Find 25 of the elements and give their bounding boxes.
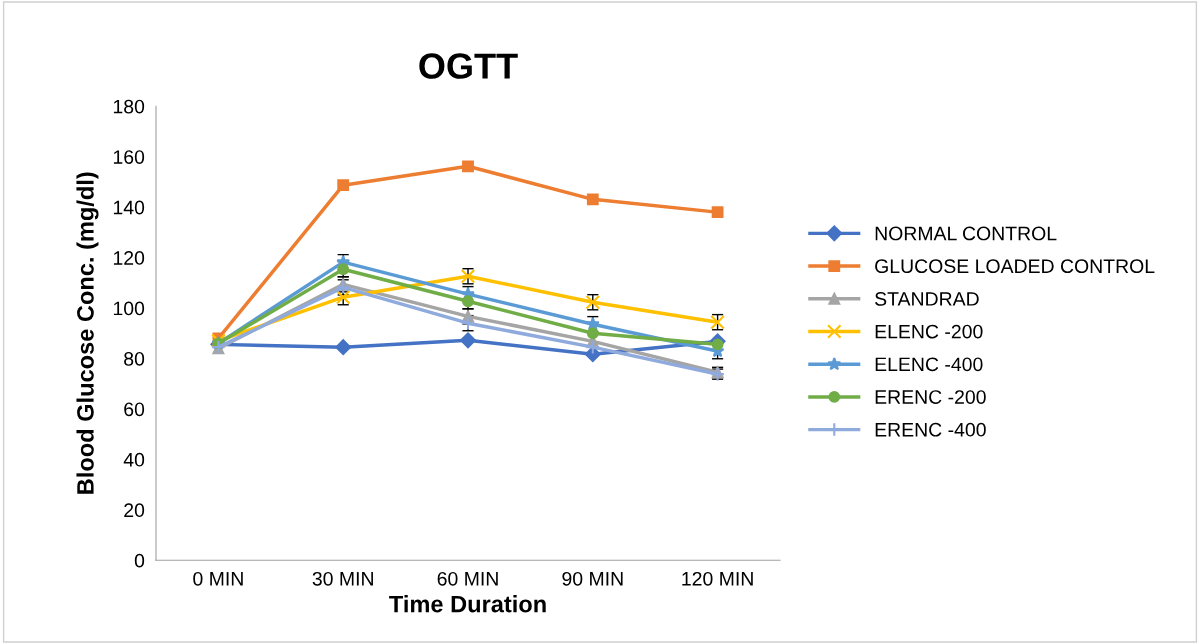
y-tick-label: 140	[113, 200, 145, 215]
y-tick-label: 20	[124, 503, 145, 518]
legend-label: NORMAL CONTROL	[875, 226, 1057, 241]
x-tick-label: 60 MIN	[437, 571, 498, 586]
legend-label: GLUCOSE LOADED CONTROL	[875, 259, 1155, 274]
y-tick-label: 120	[113, 251, 145, 265]
legend-label: ERENC -200	[875, 390, 986, 404]
y-tick-label: 0	[134, 553, 145, 568]
legend-label: ELENC -200	[875, 324, 983, 339]
x-tick-label: 0 MIN	[193, 571, 243, 586]
x-tick-label: 120 MIN	[682, 571, 753, 586]
y-tick-label: 100	[113, 301, 145, 316]
y-tick-label: 60	[124, 402, 145, 417]
y-tick-label: 80	[124, 351, 145, 366]
x-tick-label: 90 MIN	[562, 571, 623, 586]
x-tick-label: 30 MIN	[312, 571, 373, 586]
legend-label: ELENC -400	[875, 357, 983, 372]
y-tick-label: 40	[123, 452, 145, 467]
y-tick-label: 160	[113, 150, 145, 164]
chart-title: OGTT	[419, 53, 518, 79]
legend-label: STANDRAD	[875, 292, 979, 306]
y-axis-title: Blood Glucose Conc. (mg/dl)	[76, 172, 99, 494]
y-tick-label: 180	[113, 99, 145, 114]
legend-label: ERENC -400	[875, 422, 986, 437]
x-axis-title: Time Duration	[389, 595, 546, 613]
